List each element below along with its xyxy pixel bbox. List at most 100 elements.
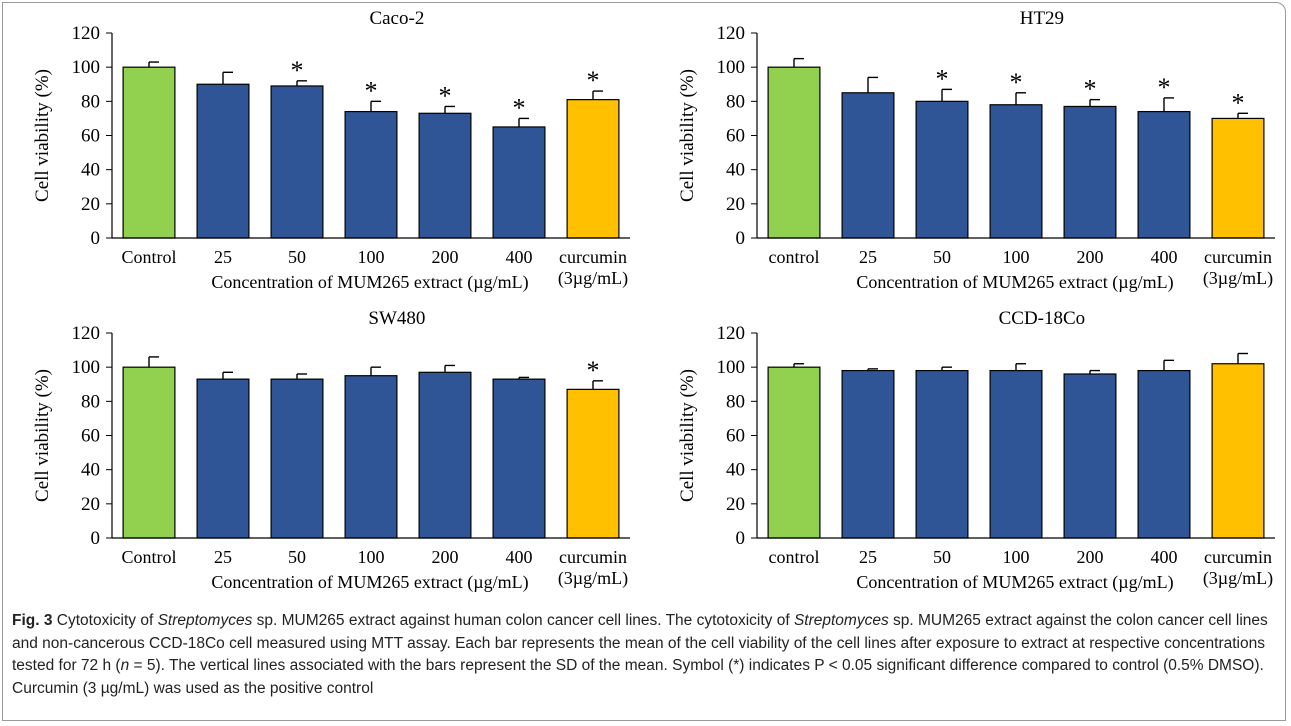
- y-tick-label: 40: [726, 160, 745, 181]
- chart-ccd18co: CCD-18Co Cell viability (%) 0 20 40 60 80 100 12…: [645, 300, 1285, 600]
- x-tick-label: 100: [358, 247, 385, 267]
- chart-title: SW480: [368, 308, 425, 329]
- x-tick-label: 200: [432, 547, 459, 567]
- significance-marker: *: [1232, 88, 1245, 117]
- y-tick-label: 80: [726, 91, 745, 112]
- bar: [841, 92, 895, 239]
- chart-title: Caco-2: [369, 8, 424, 29]
- x-tick-label: 25: [214, 547, 232, 567]
- bar: [1137, 110, 1191, 239]
- bar: [1063, 373, 1117, 539]
- y-tick-label: 120: [72, 23, 101, 44]
- bar: [989, 369, 1043, 539]
- bar: [418, 112, 472, 239]
- x-tick-label: 25: [214, 247, 232, 267]
- bar: [841, 369, 895, 539]
- y-tick-label: 120: [717, 323, 746, 344]
- y-tick-label: 0: [736, 228, 746, 249]
- y-tick-label: 80: [81, 91, 100, 112]
- chart-caco2: Caco-2 Cell viability (%) 0 20 40 60 80 100 120 C…: [0, 0, 640, 300]
- bar: [1211, 363, 1265, 539]
- y-tick-label: 100: [717, 57, 746, 78]
- bar: [767, 366, 821, 539]
- y-tick-label: 0: [736, 528, 746, 549]
- y-tick-label: 20: [81, 194, 100, 215]
- y-tick-label: 0: [91, 528, 101, 549]
- y-tick-label: 80: [726, 391, 745, 412]
- significance-marker: *: [365, 76, 378, 105]
- bar: [1211, 117, 1265, 239]
- y-tick-label: 60: [726, 426, 745, 447]
- bar: [566, 99, 620, 239]
- x-tick-label: 100: [1003, 547, 1030, 567]
- x-tick-label: 400: [506, 547, 533, 567]
- y-tick-label: 60: [726, 126, 745, 147]
- y-tick-label: 120: [72, 323, 101, 344]
- x-tick-label: Control: [121, 247, 176, 267]
- y-axis-label: Cell viability (%): [32, 369, 53, 502]
- y-axis-label: Cell viability (%): [677, 369, 698, 502]
- caption-text-2: sp. MUM265 extract against human colon c…: [252, 612, 794, 629]
- x-tick-label: 25: [859, 247, 877, 267]
- bar: [492, 126, 546, 239]
- bar: [492, 378, 546, 539]
- significance-marker: *: [513, 93, 526, 122]
- x-tick-label: Control: [121, 547, 176, 567]
- bar: [989, 104, 1043, 239]
- chart-ht29: HT29 Cell viability (%) 0 20 40 60 80 100 120 con…: [645, 0, 1285, 300]
- x-tick-sublabel: (3µg/mL): [558, 268, 628, 289]
- y-tick-label: 20: [726, 194, 745, 215]
- x-tick-label: 100: [358, 547, 385, 567]
- caption-text-4: = 5). The vertical lines associated with…: [12, 657, 1264, 697]
- y-tick-label: 40: [81, 160, 100, 181]
- x-tick-label: curcumin: [559, 247, 627, 267]
- y-tick-label: 20: [726, 494, 745, 515]
- x-tick-sublabel: (3µg/mL): [1203, 268, 1273, 289]
- x-tick-label: 200: [1077, 547, 1104, 567]
- x-tick-label: 50: [933, 547, 951, 567]
- bar: [344, 110, 398, 239]
- chart-sw480: SW480 Cell viability (%) 0 20 40 60 80 100 120 Co…: [0, 300, 640, 600]
- caption-text-1: Cytotoxicity of: [52, 612, 158, 629]
- chart-sw480-svg: SW480 Cell viability (%) 0 20 40 60 80 100 120 Co…: [32, 308, 630, 593]
- bar: [915, 369, 969, 539]
- x-tick-sublabel: (3µg/mL): [1203, 568, 1273, 589]
- significance-marker: *: [439, 81, 452, 110]
- y-tick-label: 60: [81, 126, 100, 147]
- x-tick-label: 200: [432, 247, 459, 267]
- y-axis-label: Cell viability (%): [677, 69, 698, 202]
- chart-ccd18co-svg: CCD-18Co Cell viability (%) 0 20 40 60 80 100 12…: [677, 308, 1275, 593]
- x-tick-label: 100: [1003, 247, 1030, 267]
- bar: [566, 388, 620, 539]
- x-axis-label: Concentration of MUM265 extract (µg/mL): [856, 272, 1173, 293]
- significance-marker: *: [587, 356, 600, 385]
- y-tick-label: 100: [717, 357, 746, 378]
- y-tick-label: 60: [81, 426, 100, 447]
- x-tick-label: 50: [288, 247, 306, 267]
- bar: [344, 375, 398, 539]
- x-tick-label: curcumin: [1204, 247, 1272, 267]
- bar: [767, 66, 821, 239]
- chart-caco2-svg: Caco-2 Cell viability (%) 0 20 40 60 80 100 120 C…: [32, 8, 630, 293]
- x-tick-label: curcumin: [559, 547, 627, 567]
- y-tick-label: 40: [726, 460, 745, 481]
- caption-italic-3: n: [120, 657, 130, 674]
- y-tick-label: 0: [91, 228, 101, 249]
- bar: [122, 366, 176, 539]
- chart-ht29-svg: HT29 Cell viability (%) 0 20 40 60 80 100 120 con…: [677, 8, 1275, 293]
- bar: [915, 100, 969, 239]
- x-tick-label: 400: [1151, 247, 1178, 267]
- x-tick-label: 50: [933, 247, 951, 267]
- bar: [1063, 105, 1117, 239]
- y-tick-label: 20: [81, 494, 100, 515]
- x-tick-label: control: [769, 247, 820, 267]
- caption-text-3: sp. MUM265 extract against the colon can…: [12, 612, 1268, 674]
- figure-caption: Fig. 3 Cytotoxicity of Streptomyces sp. …: [12, 610, 1277, 700]
- bar: [418, 371, 472, 539]
- chart-title: HT29: [1020, 8, 1064, 29]
- x-axis-label: Concentration of MUM265 extract (µg/mL): [211, 272, 528, 293]
- caption-italic-1: Streptomyces: [157, 612, 253, 629]
- x-tick-label: curcumin: [1204, 547, 1272, 567]
- chart-title: CCD-18Co: [999, 308, 1086, 329]
